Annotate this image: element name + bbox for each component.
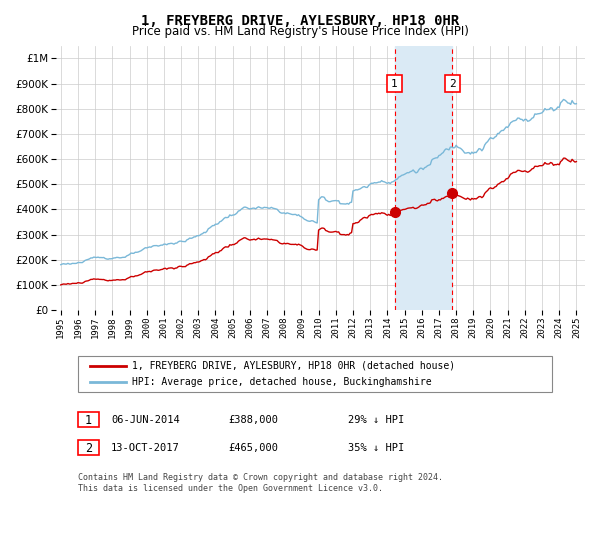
Text: Contains HM Land Registry data © Crown copyright and database right 2024.
This d: Contains HM Land Registry data © Crown c… (78, 473, 443, 493)
Text: 2: 2 (85, 441, 92, 455)
Bar (395, 46, 452, 310)
Text: 35% ↓ HPI: 35% ↓ HPI (348, 443, 404, 453)
Text: 06-JUN-2014: 06-JUN-2014 (111, 415, 180, 425)
Text: 2: 2 (449, 78, 456, 88)
Text: 1: 1 (85, 413, 92, 427)
Text: 29% ↓ HPI: 29% ↓ HPI (348, 415, 404, 425)
Text: HPI: Average price, detached house, Buckinghamshire: HPI: Average price, detached house, Buck… (132, 377, 431, 387)
Text: 1, FREYBERG DRIVE, AYLESBURY, HP18 0HR (detached house): 1, FREYBERG DRIVE, AYLESBURY, HP18 0HR (… (132, 361, 455, 371)
Text: £465,000: £465,000 (228, 443, 278, 453)
Text: 1, FREYBERG DRIVE, AYLESBURY, HP18 0HR: 1, FREYBERG DRIVE, AYLESBURY, HP18 0HR (141, 14, 459, 28)
Text: Price paid vs. HM Land Registry's House Price Index (HPI): Price paid vs. HM Land Registry's House … (131, 25, 469, 38)
Text: 13-OCT-2017: 13-OCT-2017 (111, 443, 180, 453)
Text: £388,000: £388,000 (228, 415, 278, 425)
Text: 1: 1 (391, 78, 398, 88)
